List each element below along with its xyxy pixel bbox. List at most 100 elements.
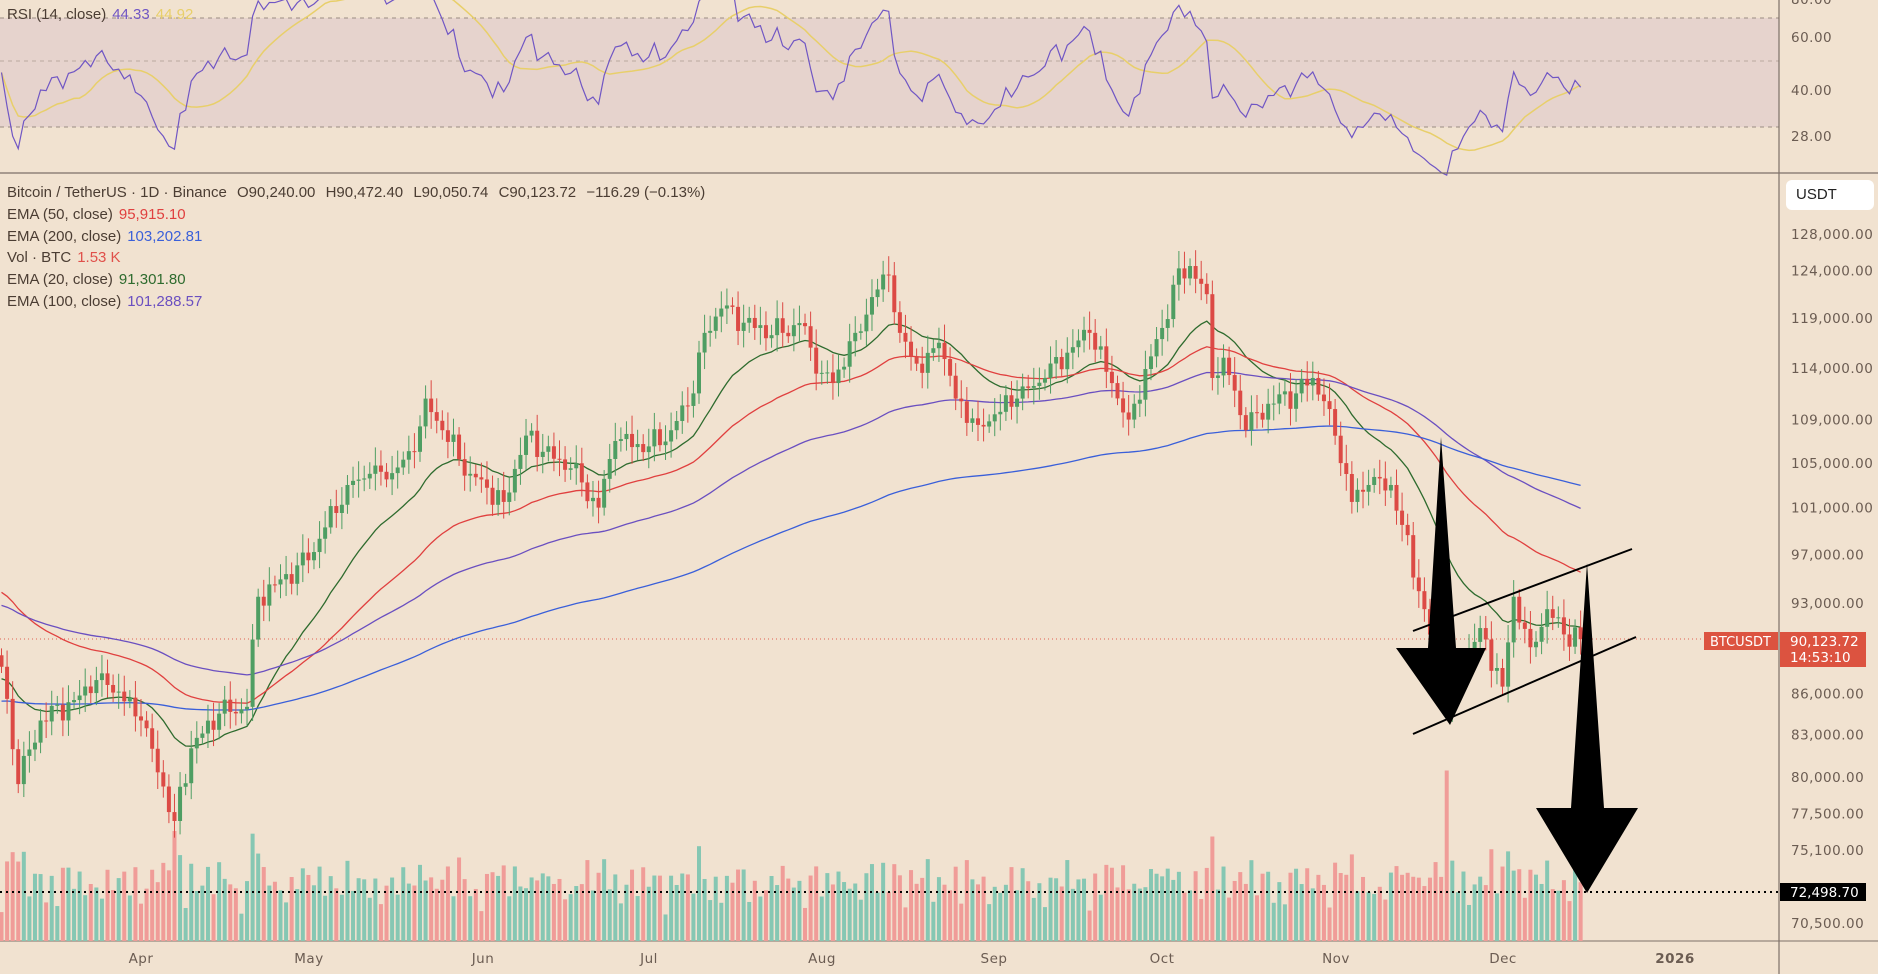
volume-bar — [390, 877, 395, 941]
indicator-value: 1.53 K — [77, 249, 121, 267]
candle-body — [1422, 591, 1427, 610]
candle-body — [429, 398, 434, 413]
volume-bar — [1065, 860, 1070, 941]
candle-body — [1534, 641, 1538, 648]
candle-body — [16, 749, 21, 785]
candle-body — [680, 405, 685, 421]
volume-bar — [300, 868, 305, 941]
indicator-legend-0[interactable]: EMA (50, close) 95,915.10 — [7, 206, 192, 223]
volume-bar — [1238, 872, 1243, 941]
drawings[interactable] — [0, 437, 1779, 893]
volume-bar — [551, 883, 556, 941]
candle-body — [306, 552, 311, 561]
candle-body — [563, 459, 568, 470]
price-tick-label: 109,000.00 — [1791, 413, 1873, 429]
ohlc-open: O90,240.00 — [237, 184, 316, 201]
volume-bar — [256, 853, 261, 941]
candle-body — [1366, 484, 1371, 492]
volume-bar — [1394, 866, 1399, 941]
volume-bar — [351, 890, 356, 941]
candle-body — [524, 435, 529, 455]
volume-bar — [83, 895, 88, 941]
indicator-legend-4[interactable]: EMA (100, close) 101,288.57 — [7, 293, 208, 310]
volume-bar — [10, 852, 15, 941]
ohlc-high: H90,472.40 — [325, 184, 404, 201]
volume-bar — [367, 897, 372, 941]
volume-bar — [1082, 878, 1087, 941]
volume-bar — [948, 890, 953, 941]
indicator-legend-2[interactable]: Vol · BTC 1.53 K — [7, 249, 127, 266]
volume-bar — [981, 876, 986, 941]
candle-body — [473, 473, 478, 478]
candle-body — [406, 451, 411, 460]
volume-bar — [233, 888, 238, 941]
volume-bar — [1455, 892, 1460, 941]
candle-body — [663, 441, 668, 446]
volume-bar — [942, 884, 947, 941]
indicator-label: EMA (100, close) — [7, 292, 122, 310]
volume-bar — [1115, 887, 1120, 941]
candle-body — [99, 673, 104, 681]
volume-bar — [1321, 884, 1326, 941]
ohlc-change: −116.29 (−0.13%) — [586, 184, 706, 201]
candle-body — [1338, 435, 1343, 464]
volume-bar — [178, 855, 183, 941]
volume-bar — [747, 901, 752, 941]
candle-body — [1042, 377, 1047, 383]
indicator-legend-1[interactable]: EMA (200, close) 103,202.81 — [7, 228, 208, 245]
candle-body — [1132, 403, 1137, 420]
volume-bar — [1070, 888, 1075, 941]
down-arrow-icon[interactable] — [1396, 437, 1486, 725]
symbol-legend[interactable]: Bitcoin / TetherUS · 1D · Binance O90,24… — [7, 184, 711, 201]
volume-bar — [724, 875, 729, 941]
price-axis[interactable]: 128,000.00 124,000.00 119,000.00 114,000.00… — [1791, 227, 1873, 932]
volume-bar — [1494, 893, 1499, 941]
volume-bar — [953, 866, 958, 941]
volume-bar — [674, 884, 679, 941]
volume-bar — [1121, 865, 1126, 941]
price-tick-label: 114,000.00 — [1791, 361, 1873, 377]
volume-bar — [261, 867, 266, 941]
candle-body — [808, 326, 813, 348]
candle-body — [970, 418, 975, 423]
volume-bar — [429, 877, 434, 941]
volume-bar — [1327, 907, 1332, 941]
candle-body — [345, 484, 350, 505]
currency-button[interactable]: USDT — [1786, 180, 1874, 210]
down-arrow-icon[interactable] — [1536, 563, 1638, 893]
candle-body — [736, 306, 741, 331]
candle-body — [501, 490, 506, 502]
volume-bar — [1467, 904, 1472, 941]
rsi-label: RSI (14, close) — [7, 6, 107, 23]
candle-body — [1082, 329, 1087, 341]
candle-body — [401, 459, 406, 468]
volume-bar — [819, 896, 824, 941]
volume-bar — [345, 860, 350, 941]
candle-body — [10, 698, 15, 750]
candle-body — [390, 473, 395, 480]
rsi-legend[interactable]: RSI (14, close) 44.33 44.92 — [7, 6, 199, 23]
volume-bar — [1154, 873, 1159, 941]
indicator-legend-3[interactable]: EMA (20, close) 91,301.80 — [7, 271, 192, 288]
candle-body — [1076, 340, 1081, 348]
volume-bar — [775, 885, 780, 941]
candle-body — [1573, 627, 1578, 647]
candle-body — [992, 414, 997, 422]
candle-body — [1193, 266, 1198, 279]
candle-body — [724, 305, 729, 309]
volume-bar — [920, 877, 925, 941]
volume-bar — [1361, 876, 1366, 941]
rsi-axis[interactable]: 80.00 60.00 40.00 28.00 — [1791, 0, 1832, 145]
volume-bar — [105, 869, 110, 941]
candle-body — [998, 411, 1003, 415]
time-axis[interactable]: Apr May Jun Jul Aug Sep Oct Nov Dec 2026 — [129, 951, 1695, 967]
volume-bar — [457, 857, 462, 941]
volume-bar — [825, 873, 830, 941]
candle-body — [412, 451, 417, 453]
candle-body — [886, 274, 891, 276]
candle-body — [847, 341, 852, 367]
candle-body — [144, 720, 149, 729]
volume-bar — [172, 831, 177, 941]
candle-body — [540, 451, 545, 457]
